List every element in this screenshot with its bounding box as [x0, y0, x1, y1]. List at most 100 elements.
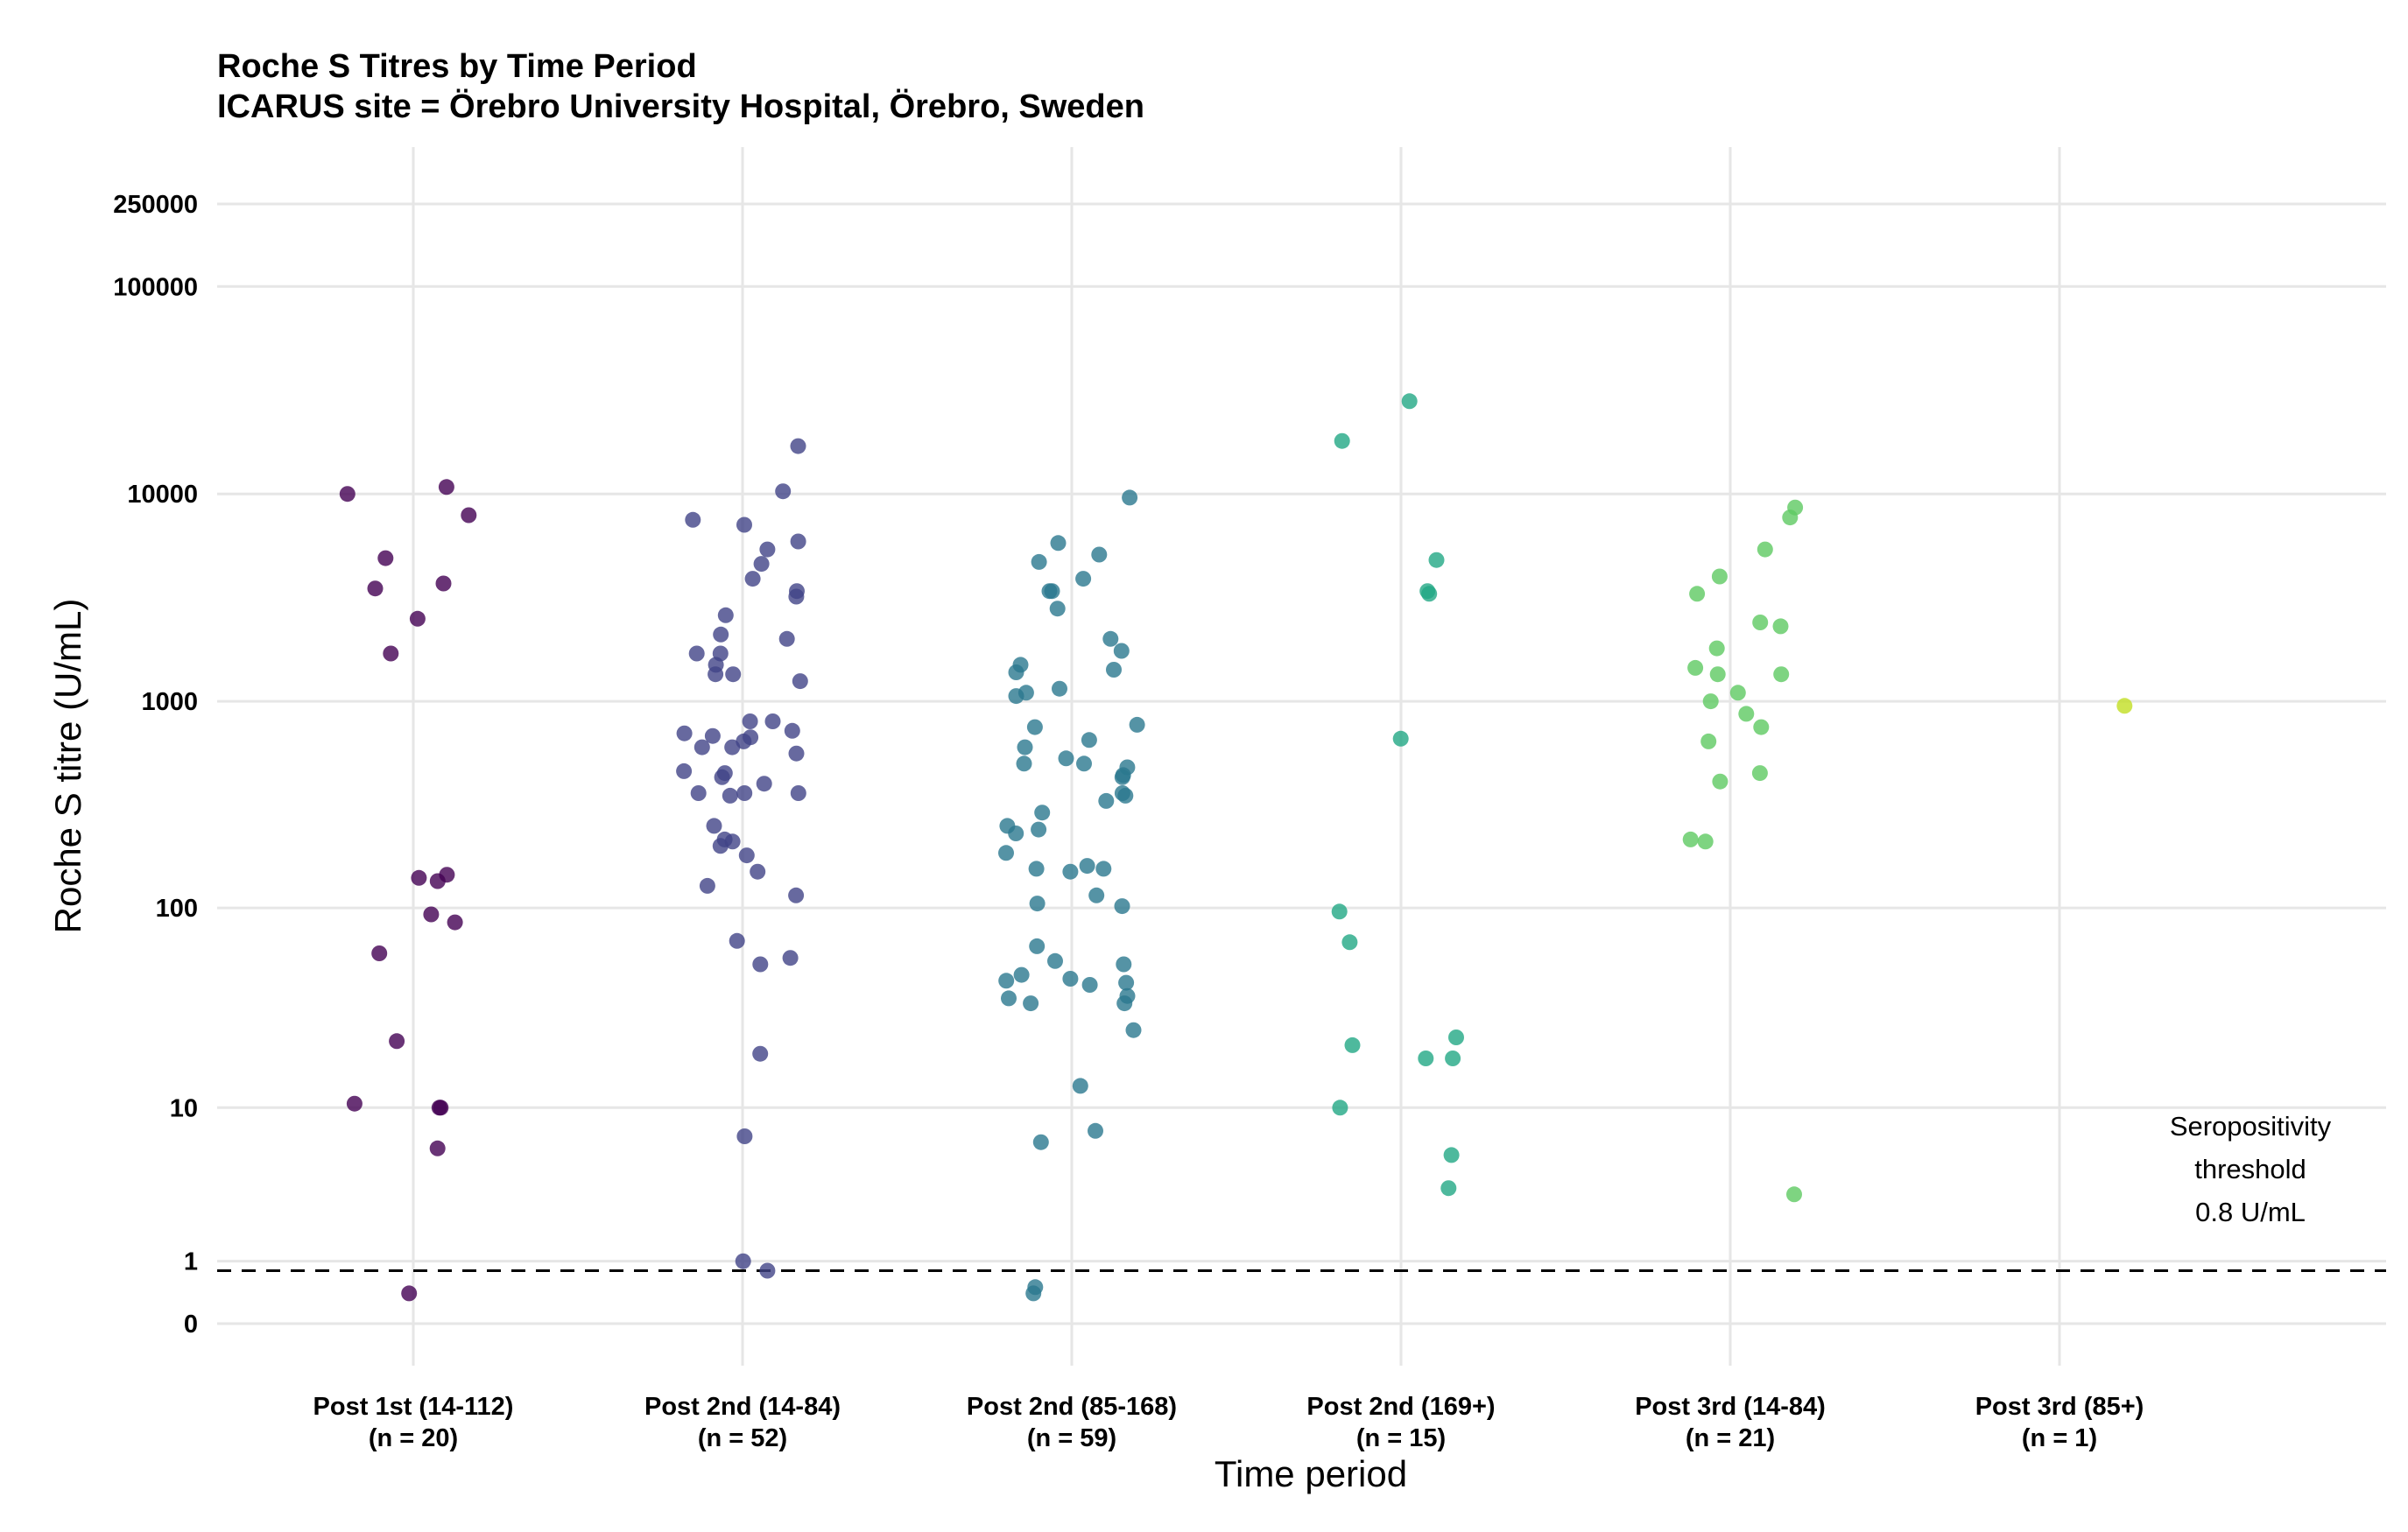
data-point — [438, 479, 454, 495]
data-point — [1106, 662, 1122, 678]
data-point — [1129, 716, 1145, 733]
data-point — [1757, 541, 1773, 558]
data-point — [792, 673, 808, 690]
data-point — [1751, 765, 1768, 782]
x-tick-label-3: Post 2nd (169+) — [1306, 1393, 1495, 1421]
data-point — [367, 580, 384, 597]
x-tick-label-1: Post 2nd (14-84) — [644, 1393, 841, 1421]
data-point — [713, 626, 729, 643]
data-point — [1122, 489, 1138, 506]
data-point — [694, 739, 710, 755]
threshold-annotation-line-3: 0.8 U/mL — [2195, 1197, 2306, 1227]
y-tick-label-1: 1 — [184, 1248, 198, 1276]
data-point — [1098, 792, 1115, 809]
data-point — [1712, 773, 1729, 790]
data-point — [699, 877, 715, 894]
data-point — [1440, 1180, 1457, 1197]
data-point — [377, 550, 394, 566]
data-point — [1401, 393, 1418, 410]
data-point — [778, 630, 795, 647]
data-point — [724, 833, 741, 850]
data-point — [714, 769, 730, 785]
data-point — [1076, 755, 1092, 772]
data-point — [775, 483, 792, 500]
data-point — [1008, 688, 1024, 705]
data-point — [722, 787, 738, 804]
data-point — [1116, 956, 1132, 973]
data-point — [1682, 831, 1699, 847]
data-point — [1708, 640, 1725, 657]
data-point — [1773, 666, 1790, 683]
data-point — [1711, 568, 1728, 585]
data-point — [346, 1095, 363, 1112]
data-point — [429, 1140, 446, 1156]
data-point — [742, 713, 758, 729]
data-point — [1114, 898, 1130, 915]
data-point — [735, 1253, 751, 1269]
data-point — [788, 745, 805, 762]
data-point — [788, 588, 805, 605]
x-tick-n-label-1: (n = 52) — [698, 1424, 787, 1452]
data-point — [676, 725, 693, 741]
data-point — [1782, 509, 1799, 526]
data-point — [1118, 974, 1135, 991]
y-tick-label-7: 250000 — [113, 191, 198, 219]
data-point — [1023, 995, 1039, 1012]
data-point — [1697, 833, 1714, 850]
data-point — [1026, 719, 1043, 735]
x-axis-title: Time period — [1215, 1453, 1407, 1494]
data-point — [1034, 805, 1051, 821]
data-point — [1772, 618, 1789, 635]
grid-layer — [217, 147, 2386, 1366]
data-point — [1428, 552, 1445, 568]
data-point — [1008, 664, 1024, 680]
data-point — [1116, 995, 1133, 1012]
data-point — [1418, 1051, 1434, 1066]
data-point — [431, 1100, 447, 1116]
data-point — [371, 945, 388, 961]
data-point — [1687, 659, 1704, 676]
data-point — [2116, 698, 2133, 714]
x-tick-labels: Post 1st (14-112) (n = 20) Post 2nd (14-84… — [313, 1393, 2144, 1452]
x-tick-label-5: Post 3rd (85+) — [1975, 1393, 2144, 1421]
data-point — [1095, 861, 1112, 877]
data-point — [759, 541, 776, 558]
data-point — [685, 511, 701, 528]
data-point — [1041, 583, 1058, 600]
data-point — [725, 666, 742, 683]
data-point — [752, 956, 769, 973]
data-point — [1017, 739, 1033, 755]
data-point — [1079, 858, 1095, 875]
data-point — [1344, 1037, 1361, 1053]
threshold-annotation-line-2: threshold — [2194, 1154, 2306, 1184]
data-point — [1738, 706, 1755, 722]
x-tick-n-label-4: (n = 21) — [1686, 1424, 1775, 1452]
data-points — [339, 393, 2133, 1302]
x-tick-n-label-5: (n = 1) — [2022, 1424, 2097, 1452]
data-point — [1448, 1030, 1464, 1045]
y-tick-label-5: 10000 — [127, 481, 198, 509]
data-point — [1125, 1022, 1142, 1038]
data-point — [759, 1262, 776, 1279]
data-point — [708, 666, 724, 683]
data-point — [447, 914, 463, 931]
data-point — [1072, 1078, 1088, 1094]
y-tick-label-6: 100000 — [113, 273, 198, 301]
chart-title: Roche S Titres by Time Period — [217, 48, 697, 85]
data-point — [389, 1033, 405, 1050]
data-point — [429, 873, 446, 889]
data-point — [788, 887, 805, 903]
data-point — [724, 739, 741, 755]
data-point — [1088, 887, 1105, 903]
data-point — [1001, 990, 1017, 1007]
data-point — [1117, 787, 1134, 804]
data-point — [1081, 732, 1097, 748]
data-point — [461, 507, 477, 524]
data-point — [1008, 826, 1024, 841]
data-point — [1028, 861, 1045, 877]
data-point — [1689, 586, 1706, 602]
y-tick-label-2: 10 — [170, 1094, 198, 1122]
data-point — [736, 785, 753, 801]
data-point — [383, 645, 399, 662]
